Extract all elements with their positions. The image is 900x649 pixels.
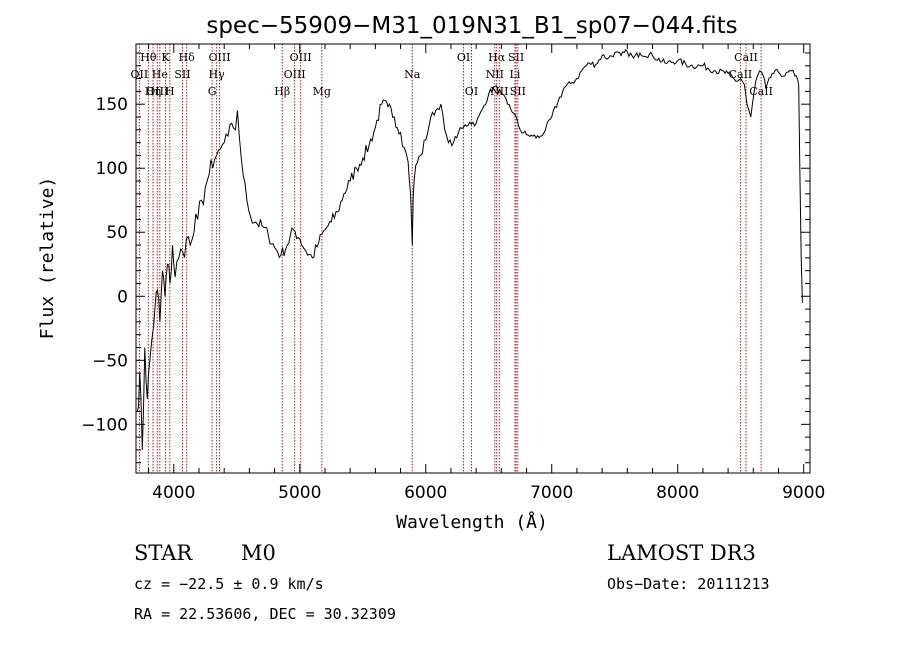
line-label-24: SII xyxy=(510,85,526,98)
line-label-20: NII xyxy=(486,68,504,81)
line-label-1: OII xyxy=(131,68,149,81)
line-label-19: Hα xyxy=(488,51,506,64)
x-tick-label-8000: 8000 xyxy=(656,483,699,503)
chart-title: spec−55909−M31_019N31_B1_sp07−044.fits xyxy=(206,13,737,39)
line-label-11: G xyxy=(208,85,217,98)
y-axis-label: Flux (relative) xyxy=(37,177,58,340)
line-label-8: H xyxy=(165,85,175,98)
x-tick-label-4000: 4000 xyxy=(152,483,195,503)
line-label-27: CaII xyxy=(749,85,773,98)
y-tick-label--50: −50 xyxy=(92,351,128,371)
redshift-velocity: cz = −22.5 ± 0.9 km/s xyxy=(134,575,324,593)
line-label-26: CaII xyxy=(729,68,753,81)
y-tick-label-150: 150 xyxy=(96,95,128,115)
object-subclass: M0 xyxy=(241,541,276,565)
line-label-3: K xyxy=(161,51,170,64)
line-label-16: Na xyxy=(404,68,421,81)
x-tick-label-9000: 9000 xyxy=(782,483,825,503)
x-tick-label-5000: 5000 xyxy=(278,483,321,503)
line-label-23: Li xyxy=(510,68,521,81)
line-label-0: Hθ xyxy=(140,51,157,64)
y-tick-label-50: 50 xyxy=(106,223,128,243)
line-label-5: Hη xyxy=(145,85,161,98)
y-tick-label--100: −100 xyxy=(81,415,128,435)
object-class: STAR xyxy=(134,541,193,565)
line-label-22: SII xyxy=(508,51,524,64)
line-label-15: Mg xyxy=(313,85,331,98)
line-label-14: Hβ xyxy=(274,85,290,98)
sky-coordinates: RA = 22.53606, DEC = 30.32309 xyxy=(134,605,396,623)
line-label-4: He xyxy=(152,68,168,81)
plot-frame xyxy=(135,43,811,474)
x-tick-label-6000: 6000 xyxy=(404,483,447,503)
line-label-7: SII xyxy=(174,68,190,81)
line-label-12: OIII xyxy=(290,51,312,64)
x-axis-label: Wavelength (Å) xyxy=(396,511,548,533)
spectrum-series-0 xyxy=(136,48,803,450)
y-tick-label-0: 0 xyxy=(117,287,128,307)
survey-name: LAMOST DR3 xyxy=(607,541,756,565)
line-label-9: OIII xyxy=(208,51,230,64)
line-label-10: Hγ xyxy=(209,68,226,81)
line-label-25: CaII xyxy=(734,51,758,64)
line-label-18: OI xyxy=(465,85,478,98)
observation-date: Obs−Date: 20111213 xyxy=(607,575,770,593)
line-label-2: OIII xyxy=(146,85,168,98)
line-label-17: OI xyxy=(457,51,470,64)
x-tick-label-7000: 7000 xyxy=(530,483,573,503)
line-label-13: OIII xyxy=(284,68,306,81)
line-label-6: Hδ xyxy=(179,51,196,64)
y-tick-label-100: 100 xyxy=(96,159,128,179)
